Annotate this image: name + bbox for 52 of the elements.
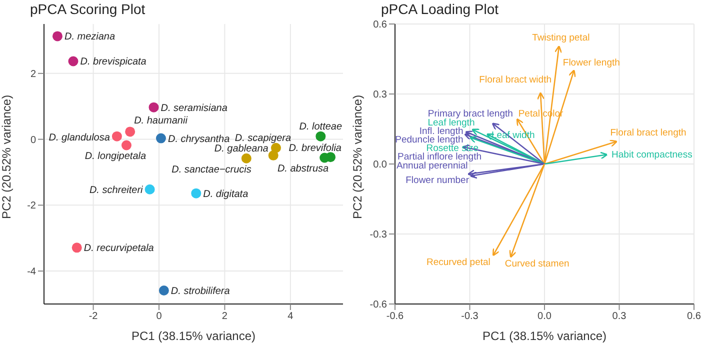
x-tick-label: 0.3 [612, 311, 627, 322]
y-tick-label: 0 [30, 134, 36, 146]
series-label: Habit compactness [612, 150, 693, 161]
annotation: D. seramisiana [160, 102, 228, 114]
series-label: Primary bract length [428, 108, 513, 120]
x-tick-label: 2 [222, 311, 228, 322]
y-tick-label: -0.3 [370, 230, 388, 241]
y-axis-title: PC2 (20.52% variance) [0, 94, 14, 219]
y-tick-label: 0.0 [373, 160, 388, 171]
x-tick-label: 4 [288, 311, 294, 322]
series-label: Annual perennial [396, 160, 468, 172]
x-axis-title: PC1 (38.15% variance) [131, 329, 256, 343]
y-axis-title: PC2 (20.52% variance) [350, 94, 364, 219]
x-axis-title: PC1 (38.15% variance) [482, 329, 607, 343]
annotation: D. recurvipetala [84, 243, 154, 254]
annotation: D. glandulosa [48, 132, 110, 144]
annotation: D. sanctae−crucis [172, 164, 252, 176]
annotation: D. digitata [203, 188, 249, 200]
annotation: D. brevifolia [288, 143, 342, 154]
series-label: Flower length [562, 58, 620, 69]
series-label: Floral bract width [479, 74, 552, 86]
annotation: D. longipetala [84, 151, 146, 162]
y-tick-label: -4 [27, 266, 36, 278]
series-label: Curved stamen [504, 258, 570, 270]
y-tick-label: -2 [27, 200, 36, 212]
x-tick-label: -2 [88, 311, 98, 322]
x-tick-label: 0.0 [538, 311, 552, 322]
annotation: D. abstrusa [277, 164, 330, 175]
annotation: D. lotteae [299, 121, 342, 132]
annotation: D. chrysantha [168, 134, 230, 145]
annotation: D. scapigera [234, 132, 292, 144]
annotation: D. gableana [214, 143, 269, 154]
chart-title: pPCA Scoring Plot [29, 0, 146, 18]
y-tick-label: 2 [30, 68, 36, 80]
annotation: D. meziana [64, 32, 116, 43]
annotation: D. haumanii [134, 116, 188, 127]
y-tick-label: -0.6 [370, 300, 388, 311]
annotation: D. brevispicata [80, 56, 147, 68]
x-tick-label: 0.6 [687, 311, 702, 322]
series-label: Flower number [406, 174, 469, 186]
x-tick-label: 0 [156, 311, 162, 322]
series-label: Partial inflore length [398, 151, 482, 162]
annotation: D. strobilifera [170, 286, 230, 297]
series-label: Recurved petal [426, 257, 490, 268]
series-label: Twisting petal [532, 32, 590, 44]
y-tick-label: 0.6 [373, 20, 388, 31]
x-tick-label: -0.3 [461, 311, 479, 322]
y-tick-label: 0.3 [373, 90, 388, 101]
annotation: D. schreiteri [89, 184, 144, 196]
chart-title: pPCA Loading Plot [380, 0, 500, 18]
x-tick-label: -0.6 [386, 311, 404, 322]
series-label: Floral bract length [610, 128, 686, 139]
